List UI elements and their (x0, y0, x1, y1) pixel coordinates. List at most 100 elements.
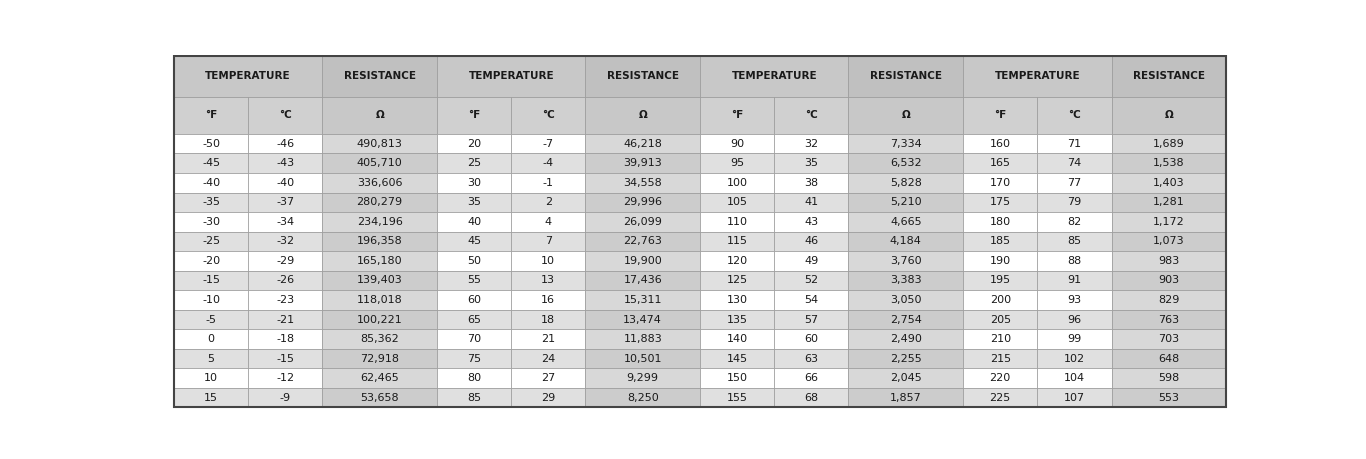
Bar (322, 310, 437, 329)
Bar (963, 388, 1037, 408)
Bar (963, 192, 1037, 212)
Bar (1112, 212, 1227, 232)
Text: -21: -21 (276, 314, 294, 325)
Bar (437, 153, 511, 173)
Bar (1112, 192, 1227, 212)
Bar (322, 134, 437, 153)
Bar (586, 251, 699, 271)
Bar (775, 290, 848, 310)
Text: 27: 27 (541, 373, 556, 383)
Bar (699, 212, 775, 232)
Text: 85: 85 (467, 393, 481, 403)
Text: 21: 21 (541, 334, 556, 344)
Text: 110: 110 (727, 217, 747, 227)
Bar (249, 134, 322, 153)
Bar (249, 349, 322, 369)
Bar (586, 388, 699, 408)
Text: 165,180: 165,180 (357, 256, 403, 266)
Text: 54: 54 (805, 295, 818, 305)
Text: 145: 145 (727, 353, 747, 364)
Text: 135: 135 (727, 314, 747, 325)
Text: 13: 13 (541, 275, 556, 285)
Bar (775, 388, 848, 408)
Bar (322, 388, 437, 408)
Text: 5,210: 5,210 (891, 197, 922, 207)
Bar (437, 134, 511, 153)
Bar (586, 349, 699, 369)
Text: 829: 829 (1158, 295, 1180, 305)
Text: 65: 65 (467, 314, 481, 325)
Bar (322, 232, 437, 251)
Text: 70: 70 (467, 334, 481, 344)
Text: 6,532: 6,532 (891, 158, 922, 168)
Text: 75: 75 (467, 353, 481, 364)
Text: 62,465: 62,465 (361, 373, 399, 383)
Bar (586, 290, 699, 310)
Text: 91: 91 (1067, 275, 1082, 285)
Text: RESISTANCE: RESISTANCE (344, 72, 415, 81)
Text: 68: 68 (805, 393, 818, 403)
Text: 85: 85 (1067, 236, 1082, 246)
Text: 2,255: 2,255 (889, 353, 922, 364)
Text: TEMPERATURE: TEMPERATURE (731, 72, 817, 81)
Bar (848, 329, 963, 349)
Text: -10: -10 (202, 295, 220, 305)
Text: 1,172: 1,172 (1153, 217, 1184, 227)
Bar (775, 212, 848, 232)
Bar (1037, 134, 1112, 153)
Text: 18: 18 (541, 314, 556, 325)
Text: 125: 125 (727, 275, 747, 285)
Bar (173, 134, 249, 153)
Text: 49: 49 (805, 256, 818, 266)
Bar (173, 329, 249, 349)
Bar (699, 56, 848, 97)
Text: 130: 130 (727, 295, 747, 305)
Text: 1,538: 1,538 (1153, 158, 1184, 168)
Bar (511, 349, 586, 369)
Text: 4,665: 4,665 (891, 217, 922, 227)
Bar (848, 212, 963, 232)
Bar (586, 271, 699, 290)
Bar (963, 56, 1112, 97)
Bar (437, 329, 511, 349)
Bar (437, 97, 511, 134)
Bar (173, 173, 249, 192)
Text: 7,334: 7,334 (889, 139, 922, 149)
Text: 196,358: 196,358 (357, 236, 403, 246)
Text: 1,073: 1,073 (1153, 236, 1184, 246)
Text: 10: 10 (541, 256, 556, 266)
Text: -35: -35 (202, 197, 220, 207)
Text: -26: -26 (276, 275, 294, 285)
Bar (699, 369, 775, 388)
Text: 1,857: 1,857 (889, 393, 922, 403)
Bar (699, 271, 775, 290)
Bar (1112, 310, 1227, 329)
Text: 200: 200 (990, 295, 1011, 305)
Text: 82: 82 (1067, 217, 1082, 227)
Text: 336,606: 336,606 (357, 178, 403, 188)
Bar (249, 232, 322, 251)
Text: 165: 165 (990, 158, 1011, 168)
Text: 170: 170 (990, 178, 1011, 188)
Bar (699, 388, 775, 408)
Text: 39,913: 39,913 (623, 158, 663, 168)
Bar (249, 388, 322, 408)
Text: 5: 5 (208, 353, 214, 364)
Text: 105: 105 (727, 197, 747, 207)
Text: 19,900: 19,900 (623, 256, 663, 266)
Bar (1037, 329, 1112, 349)
Text: °F: °F (731, 110, 743, 120)
Text: 118,018: 118,018 (357, 295, 403, 305)
Bar (437, 290, 511, 310)
Text: 3,050: 3,050 (891, 295, 922, 305)
Text: 50: 50 (467, 256, 481, 266)
Bar (511, 388, 586, 408)
Text: 8,250: 8,250 (627, 393, 658, 403)
Text: 80: 80 (467, 373, 481, 383)
Bar (437, 369, 511, 388)
Text: 74: 74 (1067, 158, 1082, 168)
Bar (963, 290, 1037, 310)
Text: 7: 7 (545, 236, 552, 246)
Bar (775, 134, 848, 153)
Bar (775, 329, 848, 349)
